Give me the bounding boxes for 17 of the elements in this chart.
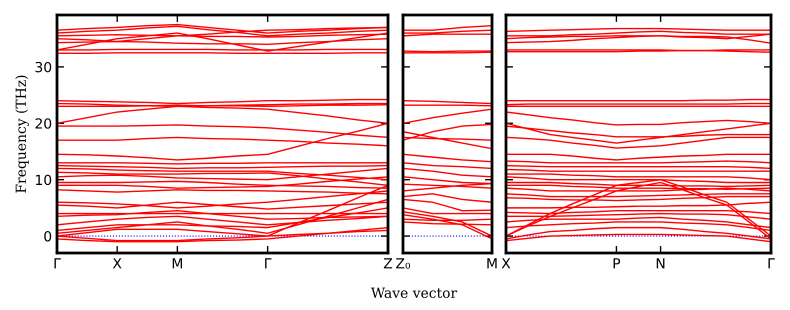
x-tick-label: M [487,258,497,268]
x-tick-label: P [614,258,620,268]
x-tick-label: X [112,258,122,268]
x-tick-label: Γ [265,258,272,268]
y-axis-title: Frequency (THz) [15,76,29,193]
x-axis-title: Wave vector [370,288,458,298]
y-tick-label: 10 [36,174,52,186]
x-tick-label: Γ [54,258,61,268]
y-tick-label: 30 [36,62,52,72]
y-tick-label: 0 [44,231,52,242]
x-tick-label: Z [384,258,392,268]
x-tick-label: M [172,258,182,268]
y-tick-label: 20 [35,118,52,129]
x-tick-label: Z₀ [396,258,410,269]
x-tick-label: Γ [768,258,775,268]
x-tick-label: N [656,258,664,268]
x-tick-label: X [502,258,510,268]
